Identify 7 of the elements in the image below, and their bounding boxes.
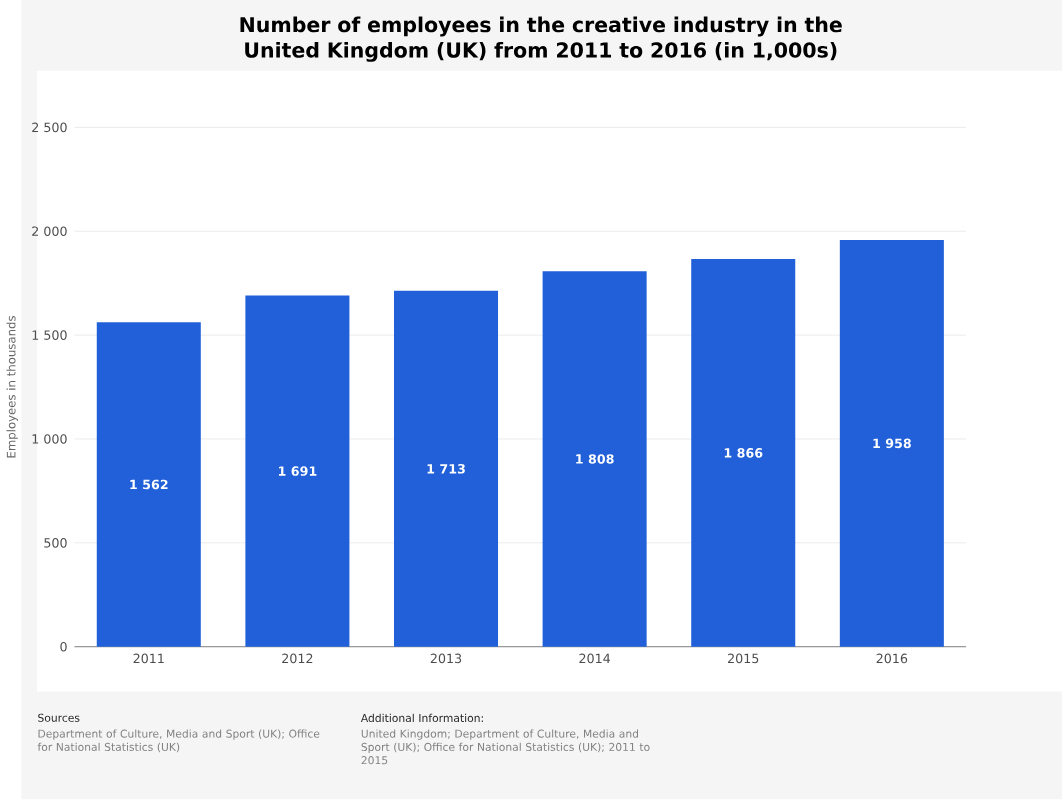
bar [839, 240, 944, 647]
bar [691, 259, 796, 647]
bar [245, 295, 350, 647]
chart-title: Number of employees in the creative industry in the United Kingdom (UK) from 2011 to 2016 (in 1,000s) [240, 16, 842, 63]
bar [394, 291, 499, 647]
bar [96, 322, 201, 647]
bar [542, 271, 647, 647]
